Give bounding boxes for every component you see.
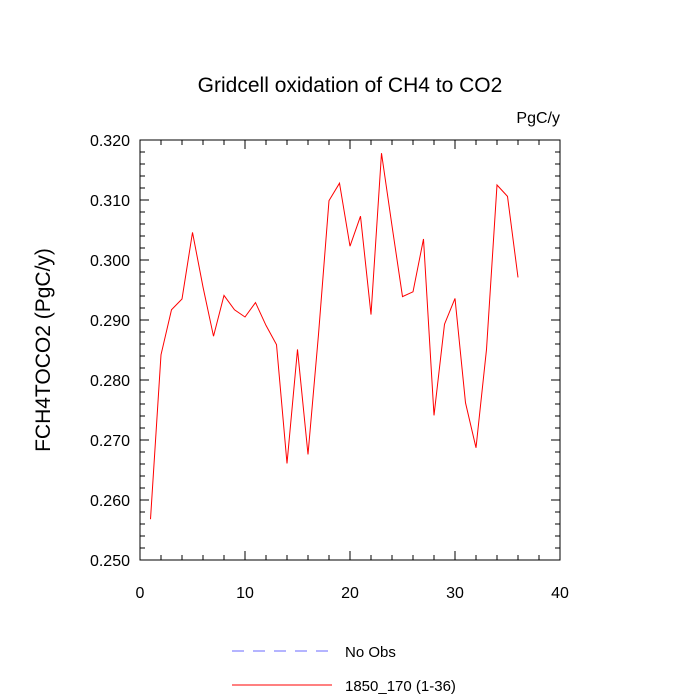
y-tick-label: 0.260 [90, 493, 130, 510]
y-axis-label: FCH4TOCO2 (PgC/y) [32, 248, 55, 452]
plot-frame [139, 139, 561, 561]
series-layer [150, 153, 519, 520]
legend: No Obs 1850_170 (1-36) [232, 644, 456, 695]
series-line [150, 153, 519, 520]
y-tick-label: 0.300 [90, 253, 130, 270]
y-tick-label: 0.320 [90, 133, 130, 150]
units-label: PgC/y [516, 110, 560, 127]
x-tick-label: 20 [341, 585, 359, 602]
y-tick-label: 0.310 [90, 193, 130, 210]
chart-title: Gridcell oxidation of CH4 to CO2 [198, 74, 503, 97]
x-tick-label: 0 [136, 585, 145, 602]
tick-labels-layer: 0 10 20 30 40 0.250 0.260 0.270 0.280 0.290 0.300 0… [90, 133, 569, 602]
y-tick-label: 0.270 [90, 433, 130, 450]
y-tick-label: 0.280 [90, 373, 130, 390]
x-tick-label: 40 [551, 585, 569, 602]
y-tick-label: 0.250 [90, 553, 130, 570]
x-tick-label: 10 [236, 585, 254, 602]
legend-label-series: 1850_170 (1-36) [345, 678, 456, 695]
x-tick-label: 30 [446, 585, 464, 602]
y-tick-label: 0.290 [90, 313, 130, 330]
ticks-layer [139, 139, 561, 561]
legend-label-no-obs: No Obs [345, 644, 396, 661]
